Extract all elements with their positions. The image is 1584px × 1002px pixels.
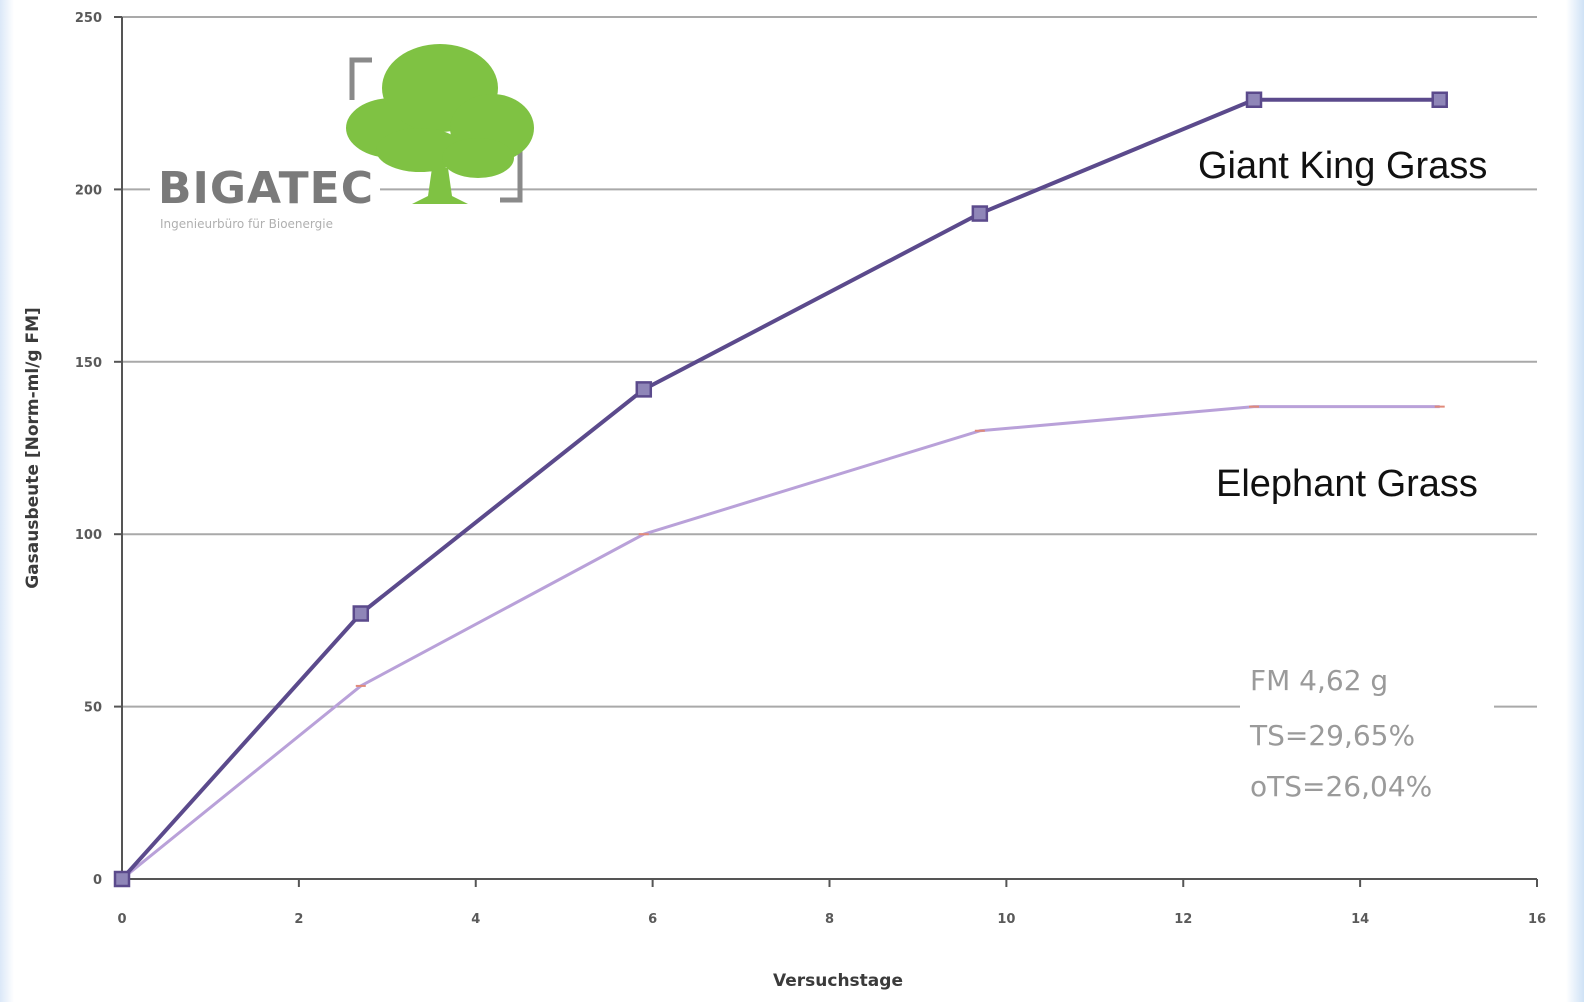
x-tick-label-4: 4: [471, 912, 480, 927]
x-tick-label-6: 6: [648, 912, 657, 927]
y-tick-label-0: 0: [93, 873, 102, 888]
x-tick-label-14: 14: [1351, 912, 1369, 927]
series-lines: [113, 91, 1448, 888]
x-tick-label-2: 2: [294, 912, 303, 927]
series-label-elephant-grass: Elephant Grass: [1216, 463, 1478, 505]
note-backdrop: [1240, 650, 1494, 814]
x-tick-label-12: 12: [1174, 912, 1192, 927]
point-giant-king-grass-5: [1431, 91, 1448, 109]
x-tick-label-8: 8: [825, 912, 834, 927]
y-tick-label-50: 50: [84, 701, 102, 716]
point-giant-king-grass-2: [635, 381, 653, 398]
logo-tagline: Ingenieurbüro für Bioenergie: [160, 217, 333, 231]
axes: 0 50 100 150 200 250 0 2 4 6 8 10 12 14 16: [75, 11, 1546, 927]
logo-name: BIGATEC: [158, 163, 374, 214]
x-tick-label-0: 0: [117, 912, 126, 927]
y-tick-label-250: 250: [75, 11, 102, 26]
series-label-giant-king-grass: Giant King Grass: [1198, 145, 1487, 187]
grid-lines: [122, 16, 1537, 708]
x-tick-label-10: 10: [997, 912, 1015, 927]
note-ots: oTS=26,04%: [1250, 770, 1432, 803]
x-tick-label-16: 16: [1528, 912, 1546, 927]
left-edge-shade: [0, 0, 14, 1002]
point-giant-king-grass-1: [352, 605, 370, 622]
right-edge-shade: [1566, 0, 1584, 1002]
logo-backdrop: [150, 150, 380, 222]
note-ts: TS=29,65%: [1249, 719, 1415, 752]
x-axis-title: Versuchstage: [773, 971, 903, 991]
y-tick-label-150: 150: [75, 356, 102, 371]
series-line-giant-king-grass: [120, 97, 1440, 881]
point-giant-king-grass-0: [113, 870, 131, 888]
sample-note-box: FM 4,62 g TS=29,65% oTS=26,04%: [1240, 650, 1494, 814]
y-tick-label-100: 100: [75, 528, 102, 543]
logo-frame-top-left: [349, 57, 372, 100]
point-giant-king-grass-4: [1245, 91, 1263, 109]
note-fm: FM 4,62 g: [1250, 664, 1388, 697]
series-line-elephant-grass: [121, 405, 1440, 881]
bigatec-logo: BIGATEC Ingenieurbüro für Bioenergie: [150, 44, 534, 231]
tree-icon: [346, 44, 534, 204]
logo-frame-bottom-right: [500, 140, 523, 203]
point-giant-king-grass-3: [971, 205, 989, 222]
y-axis-title: Gasausbeute [Norm-ml/g FM]: [23, 307, 43, 589]
y-tick-label-200: 200: [75, 183, 102, 198]
